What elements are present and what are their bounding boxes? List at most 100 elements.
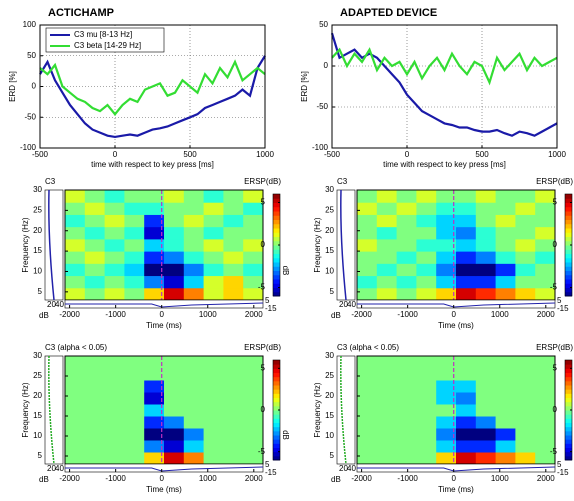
heatmap-cell [164, 380, 185, 393]
colorbar-swatch [273, 253, 280, 259]
x-axis-label: Time (ms) [146, 485, 182, 494]
colorbar-tick-label: 5 [553, 363, 558, 372]
heatmap-cell [535, 263, 556, 277]
heatmap-cell [475, 263, 497, 277]
heatmap-cell [124, 202, 145, 215]
heatmap-cell [203, 238, 224, 252]
y-tick-label: 100 [23, 20, 37, 29]
heatmap-cell [203, 404, 224, 417]
heatmap-cell [223, 226, 244, 240]
heatmap-cell [495, 356, 516, 369]
heatmap-cell [183, 428, 205, 441]
spectrum-line [48, 189, 55, 301]
heatmap-cell [376, 440, 398, 453]
y-tick-label: 5 [38, 287, 43, 296]
colorbar-swatch [565, 236, 572, 242]
colorbar-swatch [565, 435, 572, 440]
y-tick-label: 25 [33, 371, 42, 380]
heatmap-cell [144, 416, 165, 429]
heatmap-cell [376, 190, 398, 203]
heatmap-cell [183, 392, 205, 405]
heatmap-cell [104, 214, 125, 228]
spectrum-line [340, 189, 347, 301]
colorbar-swatch [273, 266, 280, 271]
heatmap-cell [456, 226, 477, 240]
heatmap-cell [357, 251, 378, 264]
heatmap-cell [456, 404, 477, 417]
heatmap-cell [223, 202, 244, 215]
x-tick-label: -500 [32, 150, 49, 159]
heatmap-cell [436, 404, 457, 417]
colorbar-swatch [273, 397, 280, 403]
heatmap-cell [183, 202, 205, 215]
erp-tick-label: -15 [557, 468, 569, 477]
y-tick-label: 30 [325, 185, 334, 194]
heatmap-cell [357, 452, 378, 465]
heatmap-cell [124, 275, 145, 289]
heatmap-cell [223, 287, 244, 301]
heatmap-cell [65, 416, 86, 429]
heatmap-cell [515, 287, 536, 301]
colorbar-swatch [565, 451, 572, 457]
heatmap-cell [535, 202, 556, 215]
colorbar-tick-label: 5 [261, 198, 266, 207]
colorbar-swatch [565, 426, 572, 432]
heatmap-cell [203, 428, 224, 441]
heatmap-cell [144, 440, 165, 453]
heatmap-cell [104, 380, 125, 393]
y-tick-label: -100 [20, 143, 37, 152]
heatmap-cell [495, 238, 516, 252]
colorbar-swatch [273, 245, 280, 250]
heatmap-cell [124, 440, 145, 453]
colorbar-swatch [565, 279, 572, 284]
heatmap-cell [436, 202, 457, 215]
data-line [331, 47, 558, 86]
heatmap-cell [376, 263, 398, 277]
colorbar-swatch [565, 291, 572, 297]
heatmap-cell [84, 287, 106, 301]
heatmap-cell [357, 356, 378, 369]
heatmap-cell [84, 368, 106, 381]
heatmap-cell [515, 404, 536, 417]
y-tick-label: -100 [312, 143, 329, 152]
colorbar-swatch [565, 257, 572, 263]
heatmap-cell [84, 404, 106, 417]
heatmap-cell [203, 263, 224, 277]
y-tick-label: 10 [325, 431, 334, 440]
heatmap-cell [535, 214, 556, 228]
heatmap-cell [84, 452, 106, 465]
x-tick-label: 1000 [491, 474, 509, 483]
colorbar-swatch [273, 194, 280, 199]
heatmap-cell [436, 251, 457, 264]
colorbar-swatch [565, 401, 572, 407]
data-line [39, 55, 266, 139]
heatmap-cell [223, 404, 244, 417]
heatmap-cell [84, 356, 106, 369]
heatmap-cell [164, 275, 185, 289]
colorbar-swatch [565, 245, 572, 250]
heatmap-cell [416, 356, 437, 369]
heatmap-cell [124, 392, 145, 405]
heatmap-cell [124, 287, 145, 301]
heatmap-cell [475, 251, 497, 264]
heatmap-cell [243, 202, 264, 215]
heatmap-cell [416, 452, 437, 465]
heatmap-cell [495, 452, 516, 465]
colorbar-swatch [565, 410, 572, 415]
heatmap-cell [223, 380, 244, 393]
heatmap-cell [416, 428, 437, 441]
heatmap-cell [84, 238, 106, 252]
colorbar-swatch [273, 401, 280, 407]
heatmap-cell [436, 356, 457, 369]
heatmap-cell [243, 440, 264, 453]
colorbar-swatch [273, 236, 280, 242]
heatmap-cell [495, 251, 516, 264]
heatmap-cell [376, 428, 398, 441]
heatmap-cell [144, 404, 165, 417]
heatmap-cell [515, 226, 536, 240]
colorbar-swatch [273, 405, 280, 411]
colorbar-swatch [273, 219, 280, 225]
heatmap-cell [475, 275, 497, 289]
colorbar-swatch [565, 283, 572, 288]
spectrum-tick-label: 40 [347, 300, 356, 309]
